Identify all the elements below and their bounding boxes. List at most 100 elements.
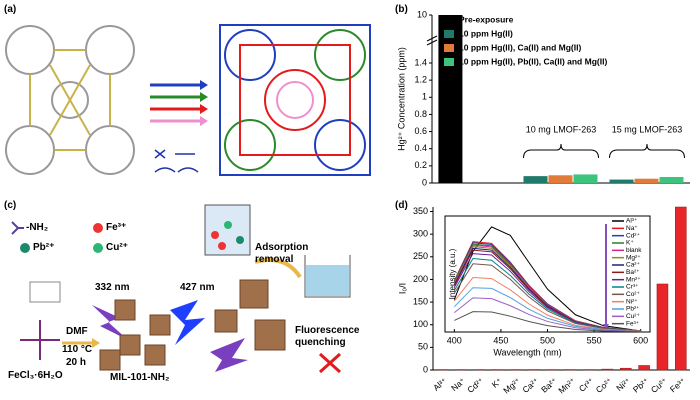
bar: [548, 175, 573, 183]
x-tick-label: 400: [447, 335, 462, 345]
legend-swatch: [444, 30, 454, 38]
y-tick-label: 1.2: [414, 75, 427, 85]
label: Fe³⁺: [106, 222, 127, 233]
x-tick-label: Mn²⁺: [556, 375, 577, 395]
mof-structure: [5, 25, 135, 175]
y-tick-label: 0: [422, 177, 427, 187]
y-tick-label: 1.4: [414, 57, 427, 67]
x-axis-label: Wavelength (nm): [493, 347, 561, 357]
legend-label: Pb²⁺: [626, 306, 640, 313]
label: 20 h: [66, 357, 87, 368]
y-tick-label: 150: [413, 296, 428, 306]
legend-label: Cu²⁺: [626, 313, 640, 320]
legend-label: 10 ppm Hg(II), Ca(II) and Mg(II): [459, 42, 581, 52]
legend-label: K⁺: [626, 240, 634, 247]
legend-label: Mn²⁺: [626, 276, 641, 283]
line: [454, 311, 641, 333]
line: [453, 263, 641, 332]
legend-label: Na⁺: [626, 225, 638, 232]
legend-swatch: [444, 44, 454, 52]
x-tick-label: Ba²⁺: [539, 375, 559, 394]
x-tick-label: Cr³⁺: [577, 375, 596, 393]
scheme-c: [11, 204, 351, 374]
x-tick-label: Cu²⁺: [649, 375, 670, 395]
bar: [675, 206, 687, 371]
x-tick-label: 500: [540, 335, 555, 345]
legend-swatch: [444, 58, 454, 66]
legend-label: Ba²⁺: [626, 269, 640, 276]
legend-arrow-head: [603, 324, 609, 329]
line: [453, 277, 641, 332]
y-tick-label: 0.6: [414, 126, 427, 136]
legend-label: Ni²⁺: [626, 298, 638, 305]
y-tick-label: 0: [423, 364, 428, 374]
x-tick-label: 550: [587, 335, 602, 345]
legend-label: Cd²⁺: [626, 232, 640, 239]
legend-label: 10 ppm Hg(II), Pb(II), Ca(II) and Mg(II): [459, 56, 607, 66]
legend-label: 10 ppm Hg(II): [459, 28, 513, 38]
bar: [638, 365, 650, 371]
panel-label: (b): [395, 4, 408, 15]
y-tick-label: 10: [417, 9, 427, 19]
x-tick-label: Ca²⁺: [520, 375, 541, 395]
label: FeCl₃·6H₂O: [8, 370, 63, 381]
x-tick-label: 600: [633, 335, 648, 345]
x-tick-label: Co²⁺: [594, 375, 615, 395]
bar: [523, 176, 548, 183]
legend-label: Mg²⁺: [626, 254, 641, 261]
label: Fluorescence quenching: [295, 325, 360, 348]
y-tick-label: 0.4: [414, 143, 427, 153]
y-tick-label: 1: [422, 92, 427, 102]
y-tick-label: 50: [418, 342, 428, 352]
x-tick-label: Cd²⁺: [465, 375, 486, 395]
legend-label: Cr³⁺: [626, 284, 639, 291]
group-label: 10 mg LMOF-263: [526, 124, 597, 134]
label: -NH₂: [26, 222, 49, 233]
bar: [634, 178, 659, 183]
line: [453, 287, 641, 333]
y-axis-label: Intensity (a.u.): [448, 248, 457, 299]
legend-label: Co²⁺: [626, 291, 640, 298]
x-tick-label: Pb²⁺: [631, 375, 651, 394]
y-tick-label: 200: [413, 274, 428, 284]
label: Pb²⁺: [33, 242, 55, 253]
legend-swatch: [444, 16, 454, 24]
label: Adsorption removal: [255, 242, 309, 265]
brace: [523, 143, 599, 159]
y-axis-label: Hg²⁺ Concentration (ppm): [396, 47, 406, 151]
legend-label: Ca²⁺: [626, 262, 640, 269]
label: DMF: [66, 326, 88, 337]
legend-label: Pre-exposure: [459, 14, 514, 24]
bar: [573, 174, 598, 183]
label: 427 nm: [180, 282, 215, 293]
bar: [659, 177, 684, 183]
bar: [609, 179, 634, 183]
y-tick-label: 0.8: [414, 109, 427, 119]
label: 110 °C: [62, 344, 93, 355]
brace: [609, 143, 685, 159]
y-axis-label: I₀/I: [397, 283, 407, 294]
x-tick-label: Na⁺: [449, 375, 468, 393]
bar: [619, 367, 632, 371]
cube-net: [219, 24, 371, 176]
bar: [601, 368, 614, 371]
x-tick-label: 450: [493, 335, 508, 345]
legend-label: blank: [626, 247, 642, 254]
label: Cu²⁺: [106, 242, 128, 253]
label: MIL-101-NH₂: [110, 372, 170, 383]
legend-label: Fe³⁺: [626, 320, 640, 327]
group-label: 15 mg LMOF-263: [612, 124, 683, 134]
x-tick-label: Al³⁺: [431, 375, 449, 393]
bar: [656, 283, 669, 371]
legend-label: Al³⁺: [626, 218, 638, 225]
y-tick-label: 0.2: [414, 160, 427, 170]
y-tick-label: 100: [413, 319, 428, 329]
arrows: [150, 80, 208, 173]
panel-label: (c): [4, 200, 17, 211]
panel-label: (a): [4, 4, 17, 15]
y-tick-label: 300: [413, 229, 428, 239]
x-tick-label: Fe³⁺: [668, 375, 688, 394]
line: [454, 297, 641, 333]
